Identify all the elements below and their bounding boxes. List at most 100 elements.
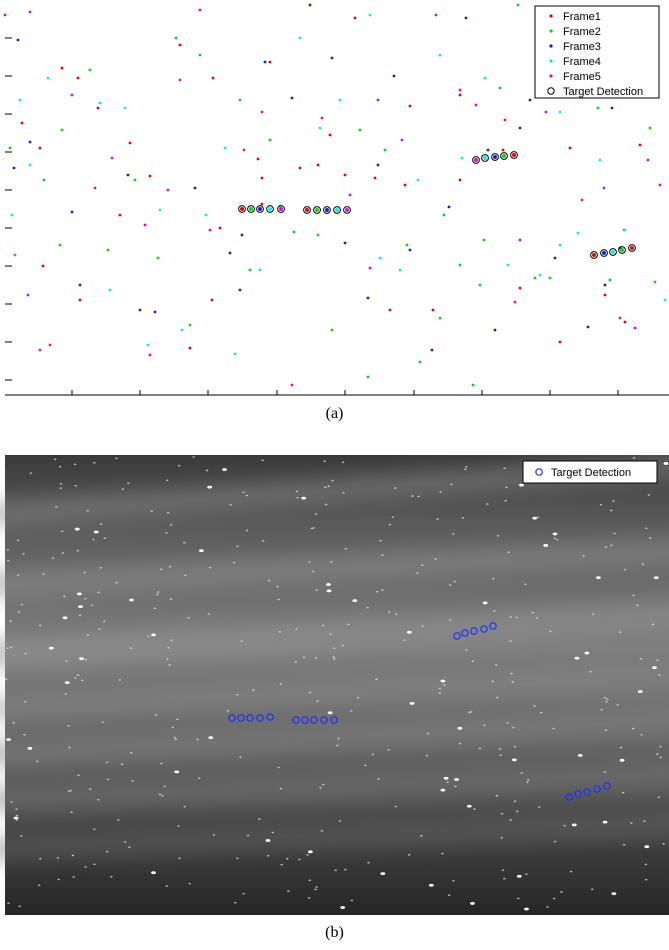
data-point-frame3: [16, 38, 20, 42]
frame-point: [620, 248, 624, 252]
data-point-frame4: [338, 98, 342, 102]
data-point-frame3: [28, 140, 32, 144]
data-point-frame4: [416, 178, 420, 182]
legend-marker: [547, 87, 555, 95]
data-point-frame3: [330, 56, 334, 60]
data-point-frame4: [10, 213, 14, 217]
data-point-frame1: [558, 340, 562, 344]
data-point-frame2: [366, 375, 370, 379]
frame-point: [240, 207, 244, 211]
data-point-frame5: [290, 383, 294, 387]
data-point-frame5: [198, 8, 202, 12]
frame-point: [602, 251, 606, 255]
data-point-frame5: [208, 228, 212, 232]
target-detection-marker: [481, 154, 489, 162]
legend-label: Frame5: [563, 71, 601, 83]
target-detection-marker: [453, 632, 461, 640]
data-point-frame2: [482, 238, 486, 242]
data-point-frame5: [320, 116, 324, 120]
data-point-frame5: [434, 13, 438, 17]
data-point-frame5: [178, 78, 182, 82]
data-point-frame1: [458, 178, 462, 182]
legend-marker: [549, 59, 553, 63]
target-detection-marker: [228, 714, 236, 722]
data-point-frame1: [128, 141, 132, 145]
target-detection-marker: [323, 206, 331, 214]
data-point-frame1: [210, 298, 214, 302]
data-point-frame4: [180, 328, 184, 332]
data-point-frame2: [316, 233, 320, 237]
data-point-frame3: [70, 210, 74, 214]
data-point-frame3: [610, 106, 614, 110]
data-point-frame4: [438, 53, 442, 57]
legend-marker: [549, 29, 553, 33]
data-point-frame5: [38, 348, 42, 352]
legend-label: Frame1: [563, 11, 601, 23]
target-detection-marker: [480, 625, 488, 633]
data-point-frame2: [60, 128, 64, 132]
data-point-frame4: [623, 228, 627, 232]
caption-a: (a): [325, 405, 344, 422]
target-detection-marker: [583, 788, 591, 796]
caption-b: (b): [325, 924, 344, 941]
data-point-frame3: [366, 296, 370, 300]
data-point-frame2: [548, 276, 552, 280]
data-point-frame2: [330, 328, 334, 332]
target-detection-marker: [237, 714, 245, 722]
legend-label: Frame3: [563, 41, 601, 53]
data-point-frame2: [498, 86, 502, 90]
data-point-frame2: [516, 3, 520, 7]
data-point-frame2: [133, 178, 137, 182]
target-detection-marker: [303, 206, 311, 214]
data-point-frame5: [513, 300, 517, 304]
data-point-frame1: [118, 213, 122, 217]
data-point-frame4: [204, 213, 208, 217]
data-point-frame1: [96, 106, 100, 110]
data-point-frame3: [12, 166, 16, 170]
target-detection-marker: [313, 206, 321, 214]
data-point-frame4: [663, 298, 667, 302]
data-point-frame4: [398, 268, 402, 272]
legend-label: Frame2: [563, 26, 601, 38]
data-point-frame4: [158, 208, 162, 212]
data-point-frame1: [603, 293, 607, 297]
frame-point: [279, 207, 283, 211]
data-point-frame1: [20, 121, 24, 125]
target-detection-marker: [310, 716, 318, 724]
data-point-frame4: [318, 126, 322, 130]
data-point-frame3: [430, 348, 434, 352]
target-detection-marker: [489, 622, 497, 630]
data-point-frame3: [392, 74, 396, 78]
data-point-frame5: [348, 193, 352, 197]
data-point-frame1: [268, 60, 272, 64]
data-point-frame4: [506, 263, 510, 267]
data-point-frame2: [248, 268, 252, 272]
data-point-frame2: [174, 36, 178, 40]
data-point-frame3: [238, 288, 242, 292]
legend-label: Target Detection: [551, 467, 631, 479]
data-point-frame1: [388, 308, 392, 312]
data-point-frame2: [596, 106, 600, 110]
scatter-plot-a: Frame1 Frame2 Frame3 Frame4 Frame5 Target Det…: [3, 3, 669, 396]
data-point-frame3: [603, 283, 607, 287]
data-point-frame2: [292, 230, 296, 234]
data-point-frame2: [648, 126, 652, 130]
data-point-frame3: [138, 308, 142, 312]
data-point-frame3: [343, 241, 347, 245]
data-point-frame5: [260, 110, 264, 114]
data-point-frame3: [126, 173, 130, 177]
legend-box: [522, 460, 658, 484]
data-point-frame5: [48, 343, 52, 347]
legend-box: [534, 5, 660, 99]
data-point-frame2: [188, 323, 192, 327]
data-point-frame2: [42, 178, 46, 182]
target-detection-marker: [565, 793, 573, 801]
data-point-frame4: [146, 343, 150, 347]
target-detection-marker: [320, 716, 328, 724]
frame-point: [512, 153, 516, 157]
data-point-frame5: [400, 138, 404, 142]
data-point-frame2: [383, 148, 387, 152]
data-point-frame2: [58, 243, 62, 247]
target-detection-marker: [266, 205, 274, 213]
data-point-frame5: [28, 10, 32, 14]
